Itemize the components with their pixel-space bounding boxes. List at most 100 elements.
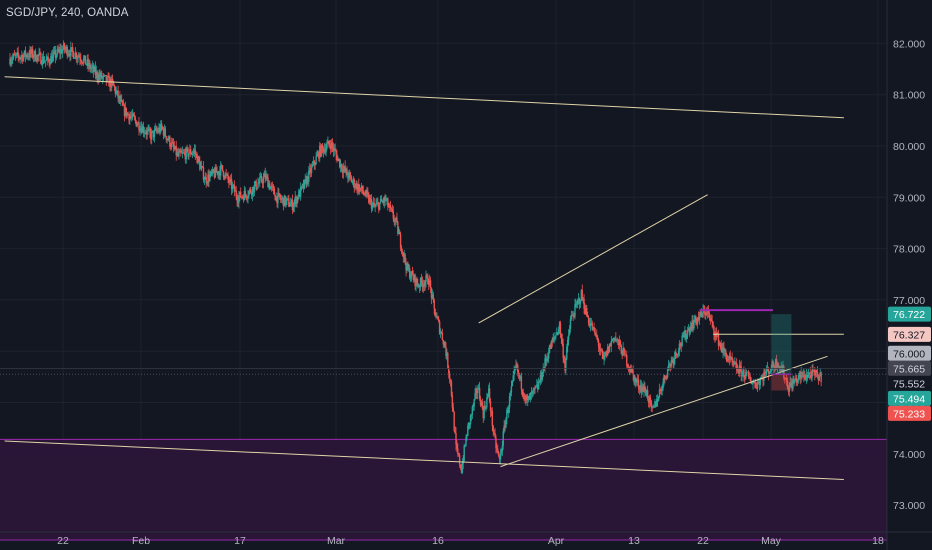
candle-body: [609, 343, 612, 347]
candle-body: [329, 144, 331, 146]
long-position-tool[interactable]: [0, 314, 887, 391]
candle-body: [178, 152, 180, 156]
candle-body: [249, 189, 251, 192]
candle-body: [354, 187, 356, 188]
candle-body: [36, 55, 38, 61]
candle-body: [325, 148, 327, 153]
candle-body: [581, 290, 583, 300]
candle-body: [617, 339, 620, 346]
candle-body: [465, 437, 467, 446]
candle-body: [794, 379, 796, 383]
candle-body: [806, 374, 809, 378]
candle-body: [574, 304, 576, 317]
candle-body: [654, 401, 656, 407]
candle-body: [160, 123, 162, 133]
candle-body: [435, 316, 437, 318]
candle-body: [527, 398, 529, 401]
candle-body: [203, 179, 206, 181]
candle-body: [737, 370, 740, 374]
candle-body: [237, 200, 239, 203]
candle-body: [691, 320, 693, 330]
candle-body: [349, 172, 351, 175]
candle-body: [707, 310, 710, 314]
candle-body: [253, 184, 256, 193]
candle-body: [481, 401, 484, 409]
trendline-channel-upper[interactable]: [478, 194, 708, 324]
candle-body: [142, 126, 145, 133]
candle-body: [725, 350, 727, 356]
candle-body: [91, 65, 94, 68]
candle-body: [211, 169, 214, 174]
candle-body: [749, 376, 751, 382]
candle-body: [700, 311, 702, 314]
candle-body: [725, 355, 728, 362]
candle-body: [361, 185, 364, 192]
candle-body: [786, 381, 789, 389]
candle-body: [503, 425, 505, 432]
candle-body: [403, 254, 405, 257]
candle-body: [195, 153, 197, 155]
candle-body: [712, 321, 714, 327]
candle-body: [616, 339, 618, 341]
candle-body: [442, 339, 444, 345]
candle-body: [378, 202, 381, 210]
candle-body: [676, 354, 679, 356]
candle-body: [646, 390, 648, 396]
candle-body: [107, 76, 109, 78]
candle-body: [214, 167, 216, 178]
candle-body: [656, 399, 659, 402]
candle-body: [146, 130, 148, 135]
candle-body: [553, 337, 555, 339]
candle-body: [279, 197, 282, 200]
candle-body: [229, 179, 231, 183]
candle-body: [373, 202, 375, 207]
candle-body: [428, 280, 431, 285]
candle-body: [271, 185, 274, 187]
position-stop-area[interactable]: [771, 374, 792, 391]
candle-body: [256, 187, 258, 190]
candle-body: [206, 182, 208, 184]
candle-body: [684, 330, 686, 338]
candle-body: [357, 184, 359, 191]
candle-body: [86, 59, 88, 65]
candle-body: [666, 376, 668, 378]
position-target-area[interactable]: [771, 314, 792, 375]
candle-body: [147, 129, 149, 131]
candle-body: [459, 464, 462, 469]
candle-body: [130, 116, 132, 118]
candle-body: [443, 342, 445, 345]
candle-body: [633, 374, 635, 383]
trendlines[interactable]: [4, 76, 844, 480]
trendline-lower-descending[interactable]: [4, 440, 844, 480]
price-badge-label: 76.000: [893, 348, 925, 360]
candle-body: [584, 308, 586, 314]
candle-body: [772, 361, 774, 367]
candle-body: [333, 148, 335, 152]
price-badge-label: 76.327: [893, 329, 925, 341]
candle-body: [451, 395, 454, 408]
candle-body: [478, 387, 480, 390]
candle-body: [815, 370, 818, 373]
candle-body: [387, 198, 389, 207]
candle-body: [756, 382, 759, 389]
candle-body: [540, 372, 543, 380]
candle-body: [594, 327, 596, 335]
price-badge-label: 75.233: [893, 408, 925, 420]
candle-body: [492, 425, 494, 433]
trendline-upper-descending[interactable]: [4, 76, 844, 119]
candle-body: [22, 55, 25, 61]
candle-body: [302, 184, 305, 189]
candle-body: [303, 179, 305, 189]
candle-body: [180, 150, 182, 153]
candle-body: [651, 406, 653, 408]
candle-body: [546, 358, 548, 361]
candle-body: [11, 60, 13, 62]
candle-body: [450, 381, 453, 396]
candle-body: [516, 364, 518, 366]
candle-body: [54, 50, 57, 58]
candle-body: [521, 389, 523, 392]
candle-body: [394, 219, 396, 222]
candle-body: [31, 49, 33, 54]
candle-body: [401, 251, 404, 253]
